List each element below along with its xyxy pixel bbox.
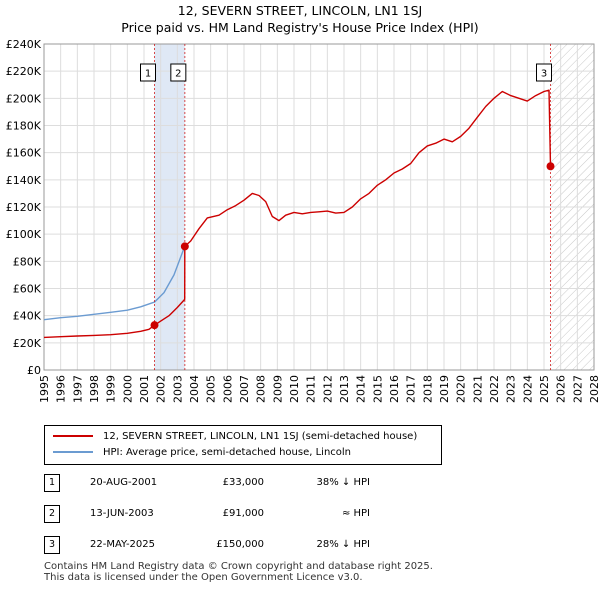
- x-tick-label: 2018: [421, 375, 434, 403]
- x-tick-label: 2024: [521, 375, 534, 403]
- x-tick-label: 2012: [321, 375, 334, 403]
- y-tick-label: £140K: [6, 174, 42, 187]
- x-tick-label: 2028: [588, 375, 600, 403]
- x-tick-label: 2017: [405, 375, 418, 403]
- y-tick-label: £160K: [6, 147, 42, 160]
- property-price-line: [43, 89, 552, 339]
- x-tick-label: 2027: [571, 375, 584, 403]
- x-tick-label: 2005: [205, 375, 218, 403]
- y-tick-label: £200K: [6, 92, 42, 105]
- x-tick-label: 2015: [371, 375, 384, 403]
- legend-item-property: 12, SEVERN STREET, LINCOLN, LN1 1SJ (sem…: [53, 429, 417, 445]
- sale-label-box: [140, 63, 156, 82]
- x-tick-label: 2000: [121, 375, 134, 403]
- x-tick-label: 2011: [305, 375, 318, 403]
- x-tick-label: 2025: [538, 375, 551, 403]
- legend-label-hpi: HPI: Average price, semi-detached house,…: [103, 447, 352, 458]
- x-tick-label: 2002: [155, 375, 168, 403]
- legend-label-property: 12, SEVERN STREET, LINCOLN, LN1 1SJ (sem…: [103, 431, 418, 442]
- sale-point: [546, 162, 555, 171]
- x-tick-label: 2021: [471, 375, 484, 403]
- footer-note: Contains HM Land Registry data © Crown c…: [44, 561, 433, 583]
- transaction-price: £33,000: [222, 477, 264, 488]
- transaction-badge: 3: [44, 536, 60, 554]
- legend-swatch-hpi: [53, 451, 93, 453]
- x-tick-label: 2019: [438, 375, 451, 403]
- transaction-date: 20-AUG-2001: [90, 477, 158, 488]
- y-tick-label: £20K: [13, 337, 42, 350]
- chart-title: 12, SEVERN STREET, LINCOLN, LN1 1SJ: [177, 3, 423, 18]
- sale-label: 3: [541, 69, 547, 80]
- y-tick-label: £220K: [6, 65, 42, 78]
- y-tick-label: £0: [27, 364, 41, 377]
- x-tick-label: 2026: [555, 375, 568, 403]
- x-tick-label: 2016: [388, 375, 401, 403]
- transaction-price: £150,000: [216, 539, 264, 550]
- chart-legend: 12, SEVERN STREET, LINCOLN, LN1 1SJ (sem…: [44, 425, 442, 465]
- x-tick-label: 2023: [505, 375, 518, 403]
- y-tick-label: £120K: [6, 201, 42, 214]
- x-tick-label: 1997: [71, 375, 84, 403]
- x-tick-label: 2003: [171, 375, 184, 403]
- transaction-badge: 2: [44, 505, 60, 523]
- x-tick-label: 1995: [38, 375, 51, 403]
- sale-point: [150, 321, 159, 330]
- y-tick-label: £240K: [6, 38, 42, 51]
- transaction-row: 2 13-JUN-2003 £91,000 ≈ HPI: [44, 505, 444, 523]
- x-tick-label: 2014: [355, 375, 368, 403]
- legend-item-hpi: HPI: Average price, semi-detached house,…: [53, 445, 351, 461]
- x-tick-label: 1998: [88, 375, 101, 403]
- transaction-date: 13-JUN-2003: [90, 508, 154, 519]
- transaction-hpi: ≈ HPI: [341, 508, 370, 519]
- y-tick-label: £80K: [13, 255, 42, 268]
- price-chart: £0 £20K £40K £60K £80K £100K £120K £140K £160K £1…: [6, 38, 600, 403]
- transaction-hpi: 28% ↓ HPI: [316, 539, 370, 550]
- x-tick-label: 2022: [488, 375, 501, 403]
- sale-label: 1: [145, 69, 151, 80]
- y-tick-label: £180K: [6, 120, 42, 133]
- sale-label-box: [536, 63, 552, 82]
- x-tick-label: 1999: [105, 375, 118, 403]
- x-tick-label: 1996: [55, 375, 68, 403]
- y-tick-label: £100K: [6, 228, 42, 241]
- x-tick-label: 2001: [138, 375, 151, 403]
- x-tick-label: 2007: [238, 375, 251, 403]
- sale-point: [180, 242, 189, 251]
- x-tick-label: 2009: [271, 375, 284, 403]
- transaction-badge: 1: [44, 474, 60, 492]
- x-tick-label: 2004: [188, 375, 201, 403]
- transaction-date: 22-MAY-2025: [90, 539, 156, 550]
- hpi-line: [43, 246, 186, 321]
- footer-line-2: This data is licensed under the Open Gov…: [44, 572, 363, 583]
- transaction-row: 1 20-AUG-2001 £33,000 38% ↓ HPI: [44, 474, 444, 492]
- footer-line-1: Contains HM Land Registry data © Crown c…: [44, 561, 433, 572]
- legend-swatch-property: [53, 435, 93, 437]
- transaction-row: 3 22-MAY-2025 £150,000 28% ↓ HPI: [44, 536, 444, 554]
- x-tick-label: 2006: [221, 375, 234, 403]
- sale-label-box: [170, 63, 187, 82]
- sale-label: 2: [175, 69, 181, 80]
- chart-subtitle: Price paid vs. HM Land Registry's House …: [121, 20, 479, 35]
- x-tick-label: 2010: [288, 375, 301, 403]
- plot-border: [43, 43, 595, 371]
- x-tick-label: 2008: [255, 375, 268, 403]
- y-tick-label: £40K: [13, 310, 42, 323]
- y-tick-label: £60K: [13, 283, 42, 296]
- x-tick-label: 2020: [455, 375, 468, 403]
- x-tick-label: 2013: [338, 375, 351, 403]
- transaction-hpi: 38% ↓ HPI: [316, 477, 370, 488]
- transaction-price: £91,000: [222, 508, 264, 519]
